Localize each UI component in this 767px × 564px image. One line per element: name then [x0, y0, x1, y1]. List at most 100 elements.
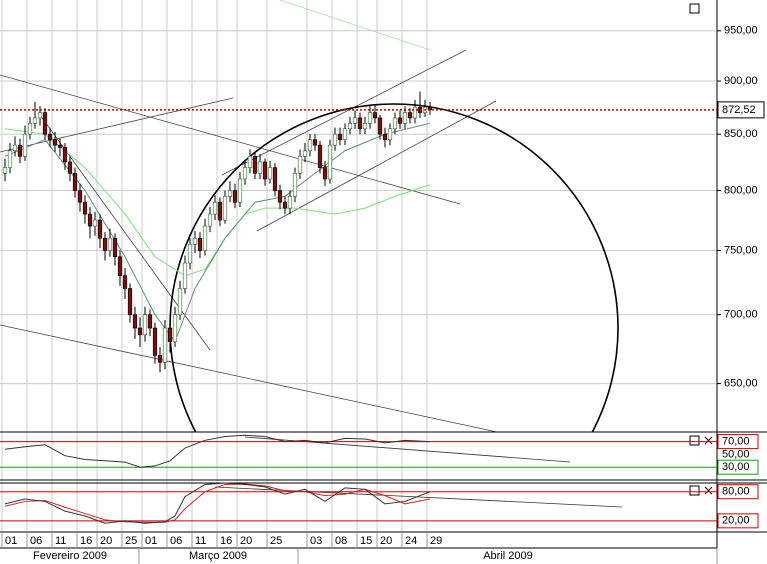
candle-body [137, 327, 143, 336]
month-label: Fevereiro 2009 [33, 550, 107, 562]
candle-body [142, 314, 148, 336]
moving-average [4, 122, 431, 343]
y-tick-label: 750,00 [724, 244, 758, 256]
candle-body [112, 237, 118, 258]
y-tick-label: 900,00 [724, 75, 758, 87]
candle-body [117, 256, 123, 276]
candle-body [277, 190, 283, 203]
y-tick-label: 850,00 [724, 128, 758, 140]
grid [0, 0, 721, 532]
maximize-button[interactable] [689, 485, 700, 496]
candle-body [162, 327, 168, 363]
close-button[interactable] [704, 486, 713, 495]
candle-body [157, 355, 163, 363]
y-tick-label: 700,00 [724, 309, 758, 321]
candle-body [362, 123, 368, 130]
candle-body [2, 167, 8, 174]
candle-body [382, 133, 388, 140]
x-tick-label: 20 [240, 535, 252, 547]
level-box [717, 484, 759, 500]
candle-body [182, 262, 188, 289]
candle-body [302, 150, 308, 157]
y-tick-label: 800,00 [724, 184, 758, 196]
trend-line [221, 49, 467, 176]
panel-buttons [689, 3, 713, 496]
y-tick-label: 70,00 [722, 436, 750, 448]
candle-body [262, 161, 268, 180]
x-tick-label: 06 [30, 535, 42, 547]
candle-body [132, 314, 138, 329]
candle-body [37, 112, 43, 119]
trend-line [256, 100, 497, 232]
y-tick-label: 650,00 [724, 377, 758, 389]
close-button[interactable] [704, 436, 713, 445]
candle-body [62, 147, 68, 163]
candle-body [42, 112, 48, 135]
candle-body [257, 161, 263, 174]
trend-line [0, 97, 234, 153]
candle-body [412, 106, 418, 119]
candle-body [32, 117, 38, 124]
x-tick-label: 11 [195, 535, 206, 547]
last-price-label: 872,52 [722, 104, 756, 116]
candle-body [12, 144, 18, 152]
candle-body [297, 156, 303, 174]
trend-line [279, 0, 431, 51]
candle-body [177, 288, 183, 315]
x-tick-label: 25 [125, 535, 137, 547]
candle-body [227, 190, 233, 197]
candle-body [342, 128, 348, 140]
candle-body [197, 237, 203, 251]
candle-body [407, 112, 413, 119]
x-tick-label: 08 [335, 535, 347, 547]
y-tick-label: 50,00 [722, 448, 750, 460]
candle-body [7, 150, 13, 168]
candle-body [187, 244, 193, 264]
candle-body [292, 172, 298, 197]
candle-body [222, 196, 228, 221]
x-tick-label: 06 [170, 535, 182, 547]
candle-body [317, 144, 323, 168]
candle-body [17, 144, 23, 157]
candle-body [377, 117, 383, 135]
x-tick-label: 24 [405, 535, 417, 547]
candle-body [27, 123, 33, 135]
x-tick-label: 15 [360, 535, 372, 547]
candle-body [212, 201, 218, 215]
candle-body [77, 190, 83, 203]
y-tick-label: 950,00 [724, 25, 758, 37]
candle-body [167, 327, 173, 342]
candle-body [122, 275, 128, 289]
candle-body [392, 117, 398, 130]
candle-body [252, 156, 258, 174]
oscillator-line [4, 434, 431, 468]
candle-body [267, 167, 273, 180]
maximize-button[interactable] [689, 3, 700, 14]
candle-body [322, 167, 328, 180]
candle-body [232, 190, 238, 203]
candle-body [87, 213, 93, 227]
maximize-button[interactable] [689, 435, 700, 446]
candle-body [72, 172, 78, 191]
x-tick-label: 11 [55, 535, 66, 547]
trend-line [0, 74, 461, 205]
level-box [717, 434, 759, 450]
candle-body [387, 128, 393, 140]
candle-body [202, 225, 208, 251]
candle-body [347, 123, 353, 130]
candle-body [332, 133, 338, 146]
oscillator-line [4, 482, 431, 524]
level-box [717, 513, 759, 529]
candle-body [107, 237, 113, 251]
trend-line [0, 324, 498, 432]
y-tick-label: 20,00 [722, 515, 750, 527]
candle-body [402, 112, 408, 124]
x-tick-label: 01 [145, 535, 157, 547]
level-box [717, 459, 759, 475]
candle-body [337, 133, 343, 140]
candle-body [237, 178, 243, 203]
candle-body [97, 219, 103, 239]
candle-body [22, 133, 28, 157]
x-tick-label: 16 [80, 535, 92, 547]
